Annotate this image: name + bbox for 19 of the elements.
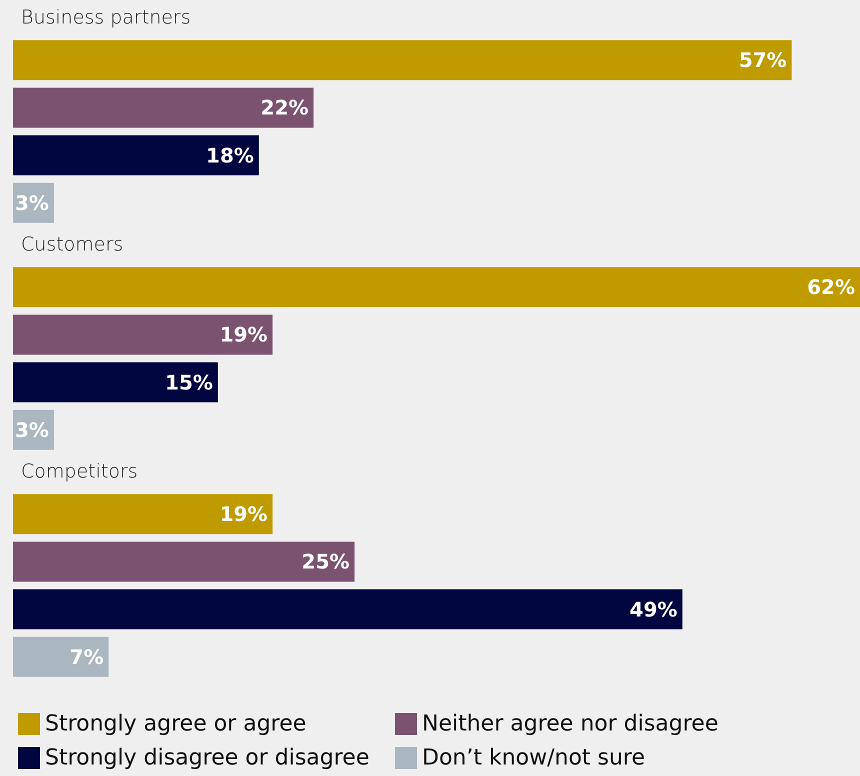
legend-label: Strongly agree or agree: [45, 712, 306, 736]
data-label: 19%: [220, 502, 268, 526]
data-label: 57%: [738, 48, 787, 72]
y-tick-label: Competitors: [21, 460, 138, 482]
data-label: 49%: [630, 597, 678, 622]
data-label: 62%: [807, 275, 855, 300]
data-label: 25%: [302, 550, 350, 574]
data-label: 18%: [206, 143, 254, 168]
y-tick-label: Customers: [21, 234, 124, 256]
y-tick-label: Business partners: [21, 6, 191, 28]
data-label: 15%: [165, 370, 213, 394]
data-label: 3%: [15, 190, 49, 215]
legend-label: Neither agree nor disagree: [422, 712, 718, 736]
data-label: 7%: [70, 644, 104, 669]
data-label: 19%: [220, 322, 268, 347]
data-label: 3%: [15, 418, 49, 442]
data-label: 22%: [260, 96, 309, 120]
legend-label: Strongly disagree or disagree: [45, 746, 370, 770]
legend-label: Don’t know/not sure: [422, 746, 646, 770]
